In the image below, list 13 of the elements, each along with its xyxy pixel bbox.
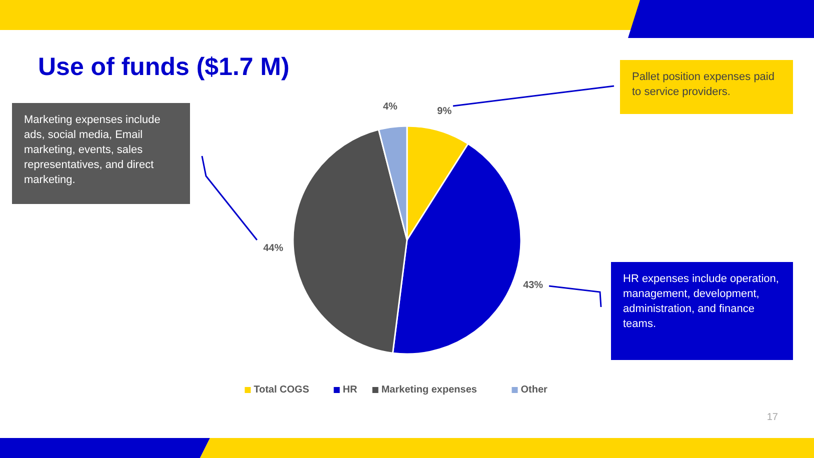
legend-label: Total COGS [254, 384, 310, 396]
legend-label: HR [342, 384, 358, 396]
data-label: 44% [263, 243, 284, 254]
text: Marketing expenses include ads, social media, Email marketing, events, sales representatives, and direct marketing. [24, 114, 160, 186]
text: 17 [766, 412, 778, 423]
legend-label: Other [520, 384, 548, 396]
chart-title: Use of funds ($1.7 M) [38, 53, 290, 81]
data-label: 43% [523, 280, 544, 292]
text: Pallet position expenses paid to service providers. [632, 71, 774, 98]
legend-label: Marketing expenses [381, 384, 478, 396]
text: HR expenses include operation, management, development, administration, and finance teams. [623, 273, 779, 330]
data-label: 4% [382, 102, 398, 113]
data-label: 9% [437, 106, 452, 117]
